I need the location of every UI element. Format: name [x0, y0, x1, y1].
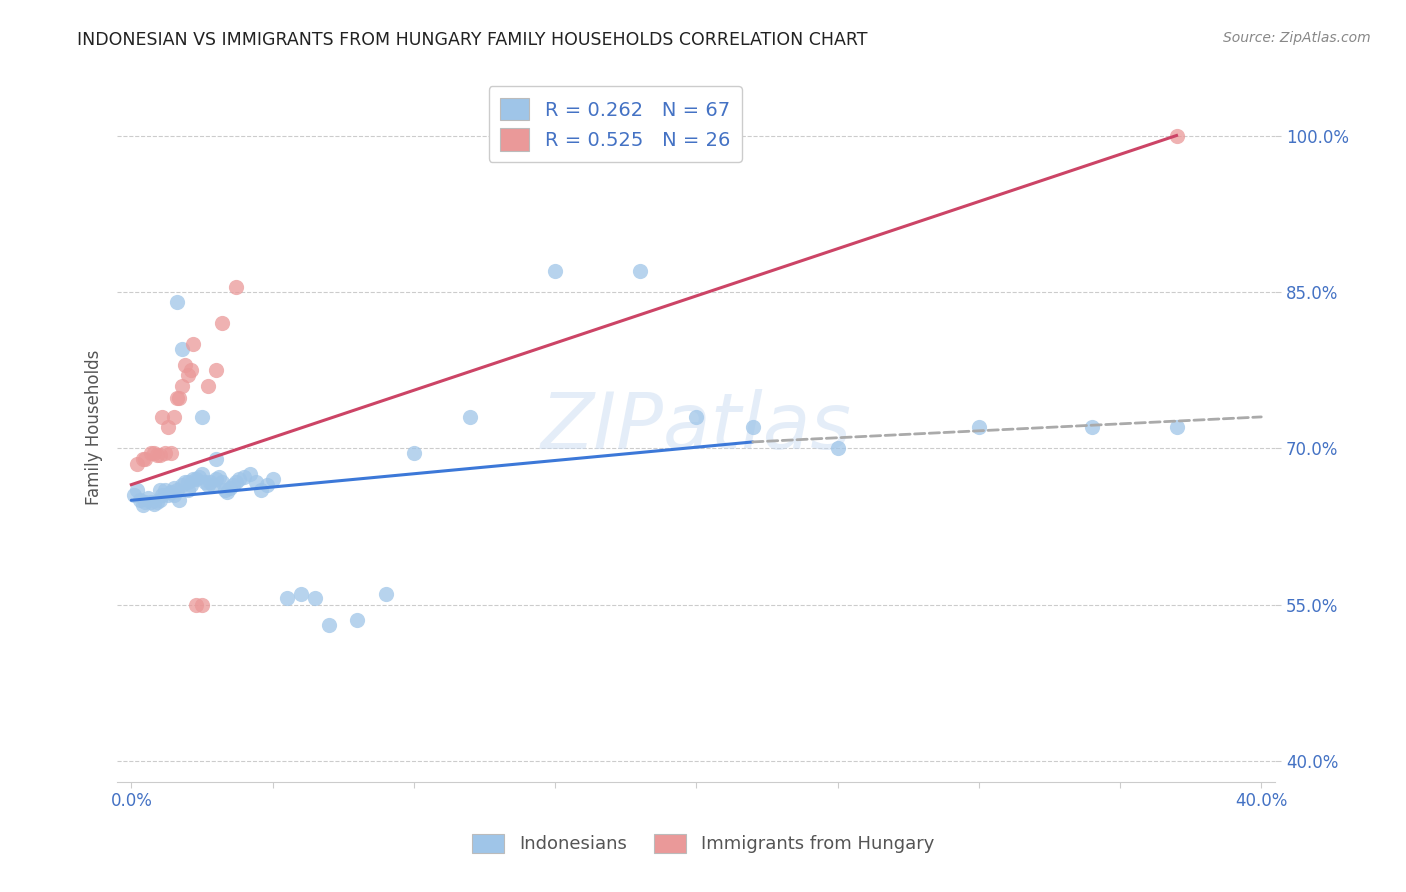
Point [225, 475, 247, 489]
Point [150, 409, 173, 424]
Point [304, 591, 326, 606]
Point [142, 498, 165, 512]
Point [219, 481, 242, 495]
Point [128, 493, 150, 508]
Point [214, 483, 236, 497]
Point [142, 446, 165, 460]
Point [186, 598, 208, 612]
Point [172, 477, 194, 491]
Point [183, 472, 205, 486]
Point [217, 485, 239, 500]
Point [166, 483, 188, 497]
Point [346, 613, 368, 627]
Point [157, 420, 180, 434]
Point [1081, 420, 1104, 434]
Point [125, 457, 148, 471]
Point [239, 467, 262, 482]
Point [250, 483, 273, 497]
Point [155, 446, 177, 460]
Point [205, 363, 228, 377]
Text: INDONESIAN VS IMMIGRANTS FROM HUNGARY FAMILY HOUSEHOLDS CORRELATION CHART: INDONESIAN VS IMMIGRANTS FROM HUNGARY FA… [77, 31, 868, 49]
Point [163, 488, 186, 502]
Point [134, 495, 156, 509]
Point [211, 475, 233, 489]
Point [276, 591, 298, 606]
Point [134, 451, 156, 466]
Point [155, 483, 177, 497]
Point [177, 483, 200, 497]
Point [245, 475, 267, 489]
Point [205, 451, 228, 466]
Point [191, 598, 214, 612]
Point [458, 409, 481, 424]
Point [166, 391, 188, 405]
Point [262, 472, 284, 486]
Point [183, 337, 205, 351]
Point [172, 378, 194, 392]
Point [177, 368, 200, 383]
Point [136, 491, 159, 506]
Point [169, 391, 191, 405]
Point [222, 477, 245, 491]
Point [180, 363, 202, 377]
Text: Source: ZipAtlas.com: Source: ZipAtlas.com [1223, 31, 1371, 45]
Point [228, 472, 250, 486]
Point [160, 446, 183, 460]
Point [318, 618, 340, 632]
Point [202, 477, 225, 491]
Point [180, 477, 202, 491]
Point [197, 477, 219, 491]
Point [211, 316, 233, 330]
Point [194, 475, 217, 489]
Point [131, 451, 153, 466]
Point [208, 470, 231, 484]
Point [1166, 420, 1188, 434]
Point [139, 446, 162, 460]
Point [1166, 128, 1188, 143]
Point [191, 409, 214, 424]
Point [122, 488, 145, 502]
Point [169, 493, 191, 508]
Legend: Indonesians, Immigrants from Hungary: Indonesians, Immigrants from Hungary [464, 827, 942, 861]
Point [225, 279, 247, 293]
Point [290, 587, 312, 601]
Point [177, 475, 200, 489]
Point [374, 587, 396, 601]
Point [172, 342, 194, 356]
Point [148, 493, 170, 508]
Point [188, 470, 211, 484]
Point [157, 488, 180, 502]
Point [628, 264, 651, 278]
Point [197, 378, 219, 392]
Point [174, 358, 197, 372]
Point [131, 499, 153, 513]
Legend: R = 0.262   N = 67, R = 0.525   N = 26: R = 0.262 N = 67, R = 0.525 N = 26 [488, 87, 742, 162]
Point [174, 475, 197, 489]
Point [233, 470, 256, 484]
Point [145, 495, 167, 509]
Point [191, 467, 214, 482]
Point [827, 441, 849, 455]
Point [163, 409, 186, 424]
Point [160, 485, 183, 500]
Point [166, 295, 188, 310]
Point [256, 477, 278, 491]
Point [967, 420, 990, 434]
Point [685, 409, 707, 424]
Point [741, 420, 763, 434]
Point [200, 475, 222, 489]
Y-axis label: Family Households: Family Households [86, 350, 103, 505]
Point [205, 472, 228, 486]
Text: ZIPatlas: ZIPatlas [541, 389, 852, 466]
Point [163, 481, 186, 495]
Point [148, 483, 170, 497]
Point [150, 488, 173, 502]
Point [402, 446, 425, 460]
Point [148, 449, 170, 463]
Point [145, 449, 167, 463]
Point [125, 483, 148, 497]
Point [544, 264, 567, 278]
Point [186, 472, 208, 486]
Point [139, 495, 162, 509]
